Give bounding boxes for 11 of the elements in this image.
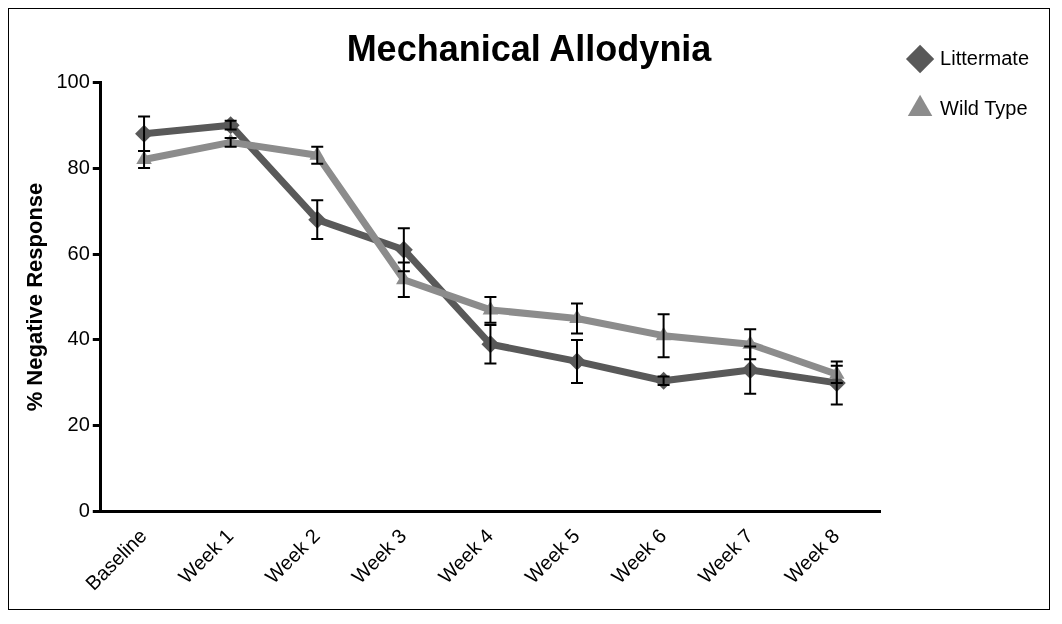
y-tick-label: 20 [67, 413, 90, 436]
y-tick-label: 80 [67, 155, 90, 178]
y-axis-title: % Negative Response [22, 182, 48, 412]
point [654, 371, 673, 390]
y-tick-label: 60 [67, 241, 90, 264]
legend-label: Wild Type [940, 96, 1028, 119]
legend-label: Littermate [940, 46, 1030, 69]
y-tick-label: 0 [78, 499, 90, 522]
y-tick-label: 100 [56, 69, 90, 92]
chart-title: Mechanical Allodynia [346, 27, 713, 69]
y-tick-label: 40 [67, 327, 90, 350]
